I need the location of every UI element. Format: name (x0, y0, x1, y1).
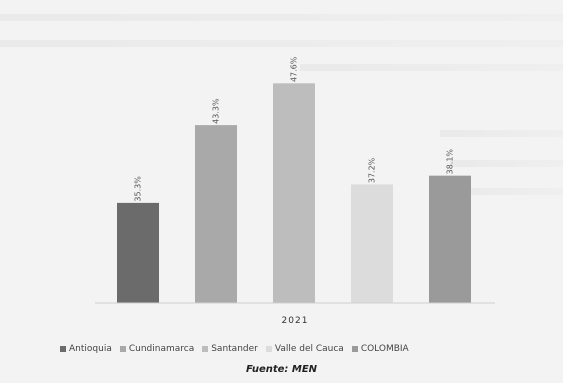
background-text-line (0, 14, 563, 21)
background-text-line (450, 160, 563, 167)
legend-label: Valle del Cauca (274, 344, 344, 354)
legend-label: COLOMBIA (360, 344, 409, 354)
legend-label: Santander (211, 344, 258, 354)
legend-item-santander: Santander (202, 344, 258, 354)
bar-group (117, 83, 471, 304)
legend-swatch (351, 346, 358, 352)
bar-colombia (429, 175, 471, 303)
background-text-line (300, 64, 563, 71)
background-text-line (450, 188, 563, 195)
data-label-colombia: 38.1% (446, 149, 455, 175)
background-text-line (0, 40, 563, 47)
bar-valle-del-cauca (351, 184, 393, 303)
x-tick-label: 2021 (282, 316, 309, 326)
legend: Antioquia Cundinamarca Santander Valle del … (60, 344, 563, 354)
bar-cundinamarca (195, 125, 237, 304)
legend-item-valle-del-cauca: Valle del Cauca (265, 344, 344, 354)
legend-swatch (119, 346, 126, 352)
legend-item-antioquia: Antioquia (60, 344, 112, 354)
legend-item-colombia: COLOMBIA (351, 344, 409, 354)
legend-swatch (265, 346, 272, 352)
legend-swatch (202, 346, 209, 352)
legend-swatch (60, 346, 66, 352)
legend-label: Cundinamarca (128, 344, 195, 354)
bar-chart: 35.3% 43.3% 47.6% 37.2% 38.1% 2021 (95, 56, 495, 326)
background-text-line (440, 130, 563, 137)
legend-item-cundinamarca: Cundinamarca (119, 344, 195, 354)
bar-santander (273, 83, 315, 303)
bar-label-group: 35.3% 43.3% 47.6% 37.2% 38.1% (134, 56, 455, 201)
source-caption: Fuente: MEN (245, 364, 318, 375)
legend-label: Antioquia (69, 344, 112, 354)
data-label-cundinamarca: 43.3% (212, 98, 221, 124)
data-label-valle-del-cauca: 37.2% (368, 157, 377, 183)
data-label-antioquia: 35.3% (134, 176, 143, 202)
bar-antioquia (117, 202, 159, 303)
data-label-santander: 47.6% (290, 56, 299, 82)
